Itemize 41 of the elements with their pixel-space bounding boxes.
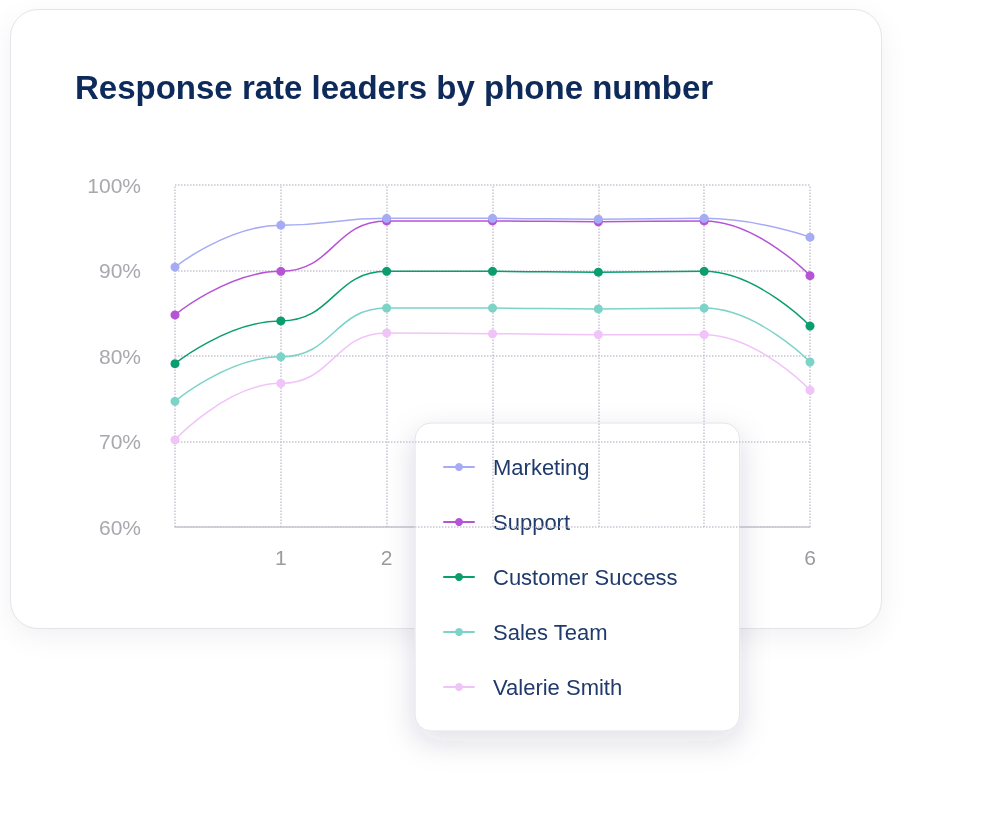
legend-label: Valerie Smith <box>493 674 623 700</box>
point <box>488 303 497 313</box>
point <box>805 321 815 331</box>
y-tick-label: 90% <box>98 259 141 282</box>
y-tick-label: 70% <box>98 430 141 453</box>
point <box>699 303 709 313</box>
point <box>382 303 392 313</box>
legend-label: Support <box>493 509 571 535</box>
point <box>170 435 180 445</box>
y-tick-label: 80% <box>98 344 141 368</box>
point <box>805 232 815 242</box>
point <box>593 330 603 340</box>
point <box>170 396 180 406</box>
point <box>805 271 815 281</box>
point <box>276 316 286 326</box>
point <box>593 267 603 277</box>
x-tick-label: 1 <box>274 546 287 569</box>
point <box>805 357 815 367</box>
x-tick-label: 6 <box>804 546 816 569</box>
point <box>699 330 709 340</box>
point <box>170 359 180 369</box>
legend-label: Marketing <box>493 454 590 480</box>
point <box>276 352 286 362</box>
point <box>170 262 180 272</box>
point <box>805 385 815 395</box>
point <box>699 266 709 276</box>
legend-label: Customer Success <box>493 564 678 590</box>
point <box>276 266 286 276</box>
legend-label: Sales Team <box>493 619 608 645</box>
point <box>382 266 392 276</box>
point <box>170 310 180 320</box>
point <box>276 378 286 388</box>
point <box>488 266 497 276</box>
point <box>382 328 392 338</box>
x-tick-label: 2 <box>380 546 393 569</box>
point <box>488 329 497 339</box>
point <box>593 304 603 314</box>
y-tick-label: 60% <box>98 515 141 539</box>
y-tick-label: 100% <box>87 173 141 197</box>
chart-title: Response rate leaders by phone number <box>75 69 714 106</box>
point <box>276 220 286 230</box>
